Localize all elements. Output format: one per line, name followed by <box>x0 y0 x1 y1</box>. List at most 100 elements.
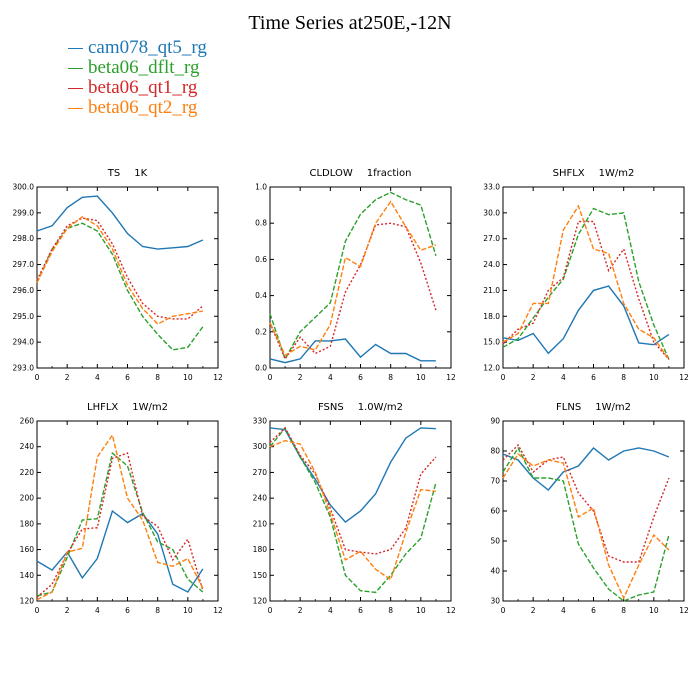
y-tick-label: 160 <box>20 545 35 554</box>
legend-label: cam078_qt5_rg <box>88 37 207 58</box>
y-tick-label: 18.0 <box>483 312 500 321</box>
panel-title: CLDLOW 1fraction <box>309 168 411 179</box>
y-tick-label: 260 <box>20 417 35 426</box>
y-tick-label: 296.0 <box>13 286 35 295</box>
panel-title-units: 1W/m2 <box>132 402 168 413</box>
series-line-cam078-qt5-rg <box>502 447 670 491</box>
x-tick-label: 10 <box>416 606 426 615</box>
legend-item-beta06-qt2: beta06_qt2_rg <box>68 98 207 118</box>
series-line-beta06-qt1-rg <box>502 220 670 360</box>
panel-title-units: 1.0W/m2 <box>358 402 403 413</box>
x-tick-label: 2 <box>65 373 70 382</box>
x-tick-label: 12 <box>446 606 456 615</box>
x-tick-label: 0 <box>35 373 40 382</box>
x-tick-label: 2 <box>298 606 303 615</box>
x-tick-label: 10 <box>649 373 659 382</box>
panel-title: FSNS 1.0W/m2 <box>318 402 403 413</box>
legend-swatch <box>68 107 83 109</box>
y-tick-label: 30.0 <box>483 208 500 217</box>
x-tick-label: 0 <box>501 373 506 382</box>
y-tick-label: 180 <box>253 545 268 554</box>
series-line-cam078-qt5-rg <box>269 338 436 364</box>
y-tick-label: 0.6 <box>255 255 267 264</box>
y-tick-label: 0.4 <box>255 291 267 300</box>
y-tick-label: 240 <box>253 494 268 503</box>
y-tick-label: 294.0 <box>13 338 35 347</box>
y-tick-label: 330 <box>253 417 268 426</box>
series-line-beta06-qt2-rg <box>502 452 670 600</box>
x-tick-label: 6 <box>591 606 596 615</box>
panel-title-variable: CLDLOW <box>309 168 352 179</box>
legend: cam078_qt5_rg beta06_dflt_rg beta06_qt1_… <box>68 38 207 118</box>
panel-title: FLNS 1W/m2 <box>556 402 631 413</box>
legend-item-beta06-dflt: beta06_dflt_rg <box>68 58 207 78</box>
x-tick-label: 10 <box>183 606 193 615</box>
legend-swatch <box>68 47 83 49</box>
x-tick-label: 2 <box>298 373 303 382</box>
series-line-beta06-qt1-rg <box>502 443 670 563</box>
y-tick-label: 0.0 <box>255 364 267 373</box>
x-tick-label: 12 <box>446 373 456 382</box>
y-tick-label: 50 <box>490 537 500 546</box>
series-line-cam078-qt5-rg <box>36 195 204 250</box>
x-tick-label: 2 <box>65 606 70 615</box>
y-tick-label: 15.0 <box>483 338 500 347</box>
y-tick-label: 270 <box>253 468 268 477</box>
series-line-cam078-qt5-rg <box>36 509 204 593</box>
plot-frame <box>36 186 219 369</box>
y-tick-label: 60 <box>490 507 500 516</box>
x-tick-label: 4 <box>561 373 566 382</box>
plot-frame <box>502 186 685 369</box>
y-tick-label: 21.0 <box>483 286 500 295</box>
series-line-beta06-qt2-rg <box>36 433 204 601</box>
y-tick-label: 0.8 <box>255 219 267 228</box>
x-tick-label: 8 <box>388 606 393 615</box>
panel-title-variable: LHFLX <box>87 402 118 413</box>
panel-title-units: 1W/m2 <box>599 168 635 179</box>
panel-fsns: FSNS 1.0W/m2 0 2 4 6 8 10 12 120 150 180 210 240 270 30… <box>253 402 456 615</box>
y-tick-label: 200 <box>20 494 35 503</box>
legend-swatch <box>68 67 83 69</box>
series-line-beta06-dflt-rg <box>502 207 670 360</box>
panel-shflx: SHFLX 1W/m2 0 2 4 6 8 10 12 12.0 15.0 18.0 21.0 24.0 2… <box>483 168 689 382</box>
x-tick-label: 4 <box>328 373 333 382</box>
x-tick-label: 0 <box>501 606 506 615</box>
panel-cldlow: CLDLOW 1fraction 0 2 4 6 8 10 12 0.0 0.2 0.4 0.6 0.8 1… <box>255 168 456 382</box>
y-tick-label: 24.0 <box>483 260 500 269</box>
y-tick-label: 220 <box>20 468 35 477</box>
y-tick-label: 297.0 <box>13 260 35 269</box>
x-tick-label: 12 <box>679 373 689 382</box>
y-tick-label: 40 <box>490 567 500 576</box>
series-line-beta06-dflt-rg <box>36 222 204 351</box>
x-tick-label: 6 <box>591 373 596 382</box>
x-tick-label: 4 <box>95 606 100 615</box>
x-tick-label: 4 <box>561 606 566 615</box>
panel-ts: TS 1K 0 2 4 6 8 10 12 293.0 294.0 295.0 296.0 297.0 29… <box>13 168 223 382</box>
panel-title-variable: FLNS <box>556 402 581 413</box>
x-tick-label: 12 <box>213 606 223 615</box>
series-line-beta06-qt1-rg <box>269 222 437 361</box>
panel-title-variable: SHFLX <box>553 168 585 179</box>
series-line-beta06-qt2-rg <box>269 439 436 581</box>
series-line-beta06-dflt-rg <box>269 191 437 361</box>
legend-label: beta06_qt1_rg <box>88 77 198 98</box>
y-tick-label: 140 <box>20 571 35 580</box>
panel-title-units: 1K <box>134 168 147 179</box>
series-line-beta06-qt1-rg <box>269 426 437 555</box>
legend-label: beta06_dflt_rg <box>88 57 200 78</box>
y-tick-label: 293.0 <box>13 364 35 373</box>
series-line-beta06-qt2-rg <box>502 204 670 360</box>
series-line-beta06-qt1-rg <box>36 217 204 320</box>
y-tick-label: 120 <box>20 597 35 606</box>
panel-title: TS 1K <box>107 168 148 179</box>
series-line-beta06-qt2-rg <box>269 200 437 357</box>
x-tick-label: 6 <box>358 606 363 615</box>
panel-title-variable: FSNS <box>318 402 344 413</box>
x-tick-label: 2 <box>531 606 536 615</box>
x-tick-label: 8 <box>155 606 160 615</box>
panel-lhflx: LHFLX 1W/m2 0 2 4 6 8 10 12 120 140 160 180 200 220 240… <box>20 402 223 615</box>
x-tick-label: 12 <box>213 373 223 382</box>
series-line-beta06-qt2-rg <box>36 215 204 325</box>
y-tick-label: 120 <box>253 597 268 606</box>
